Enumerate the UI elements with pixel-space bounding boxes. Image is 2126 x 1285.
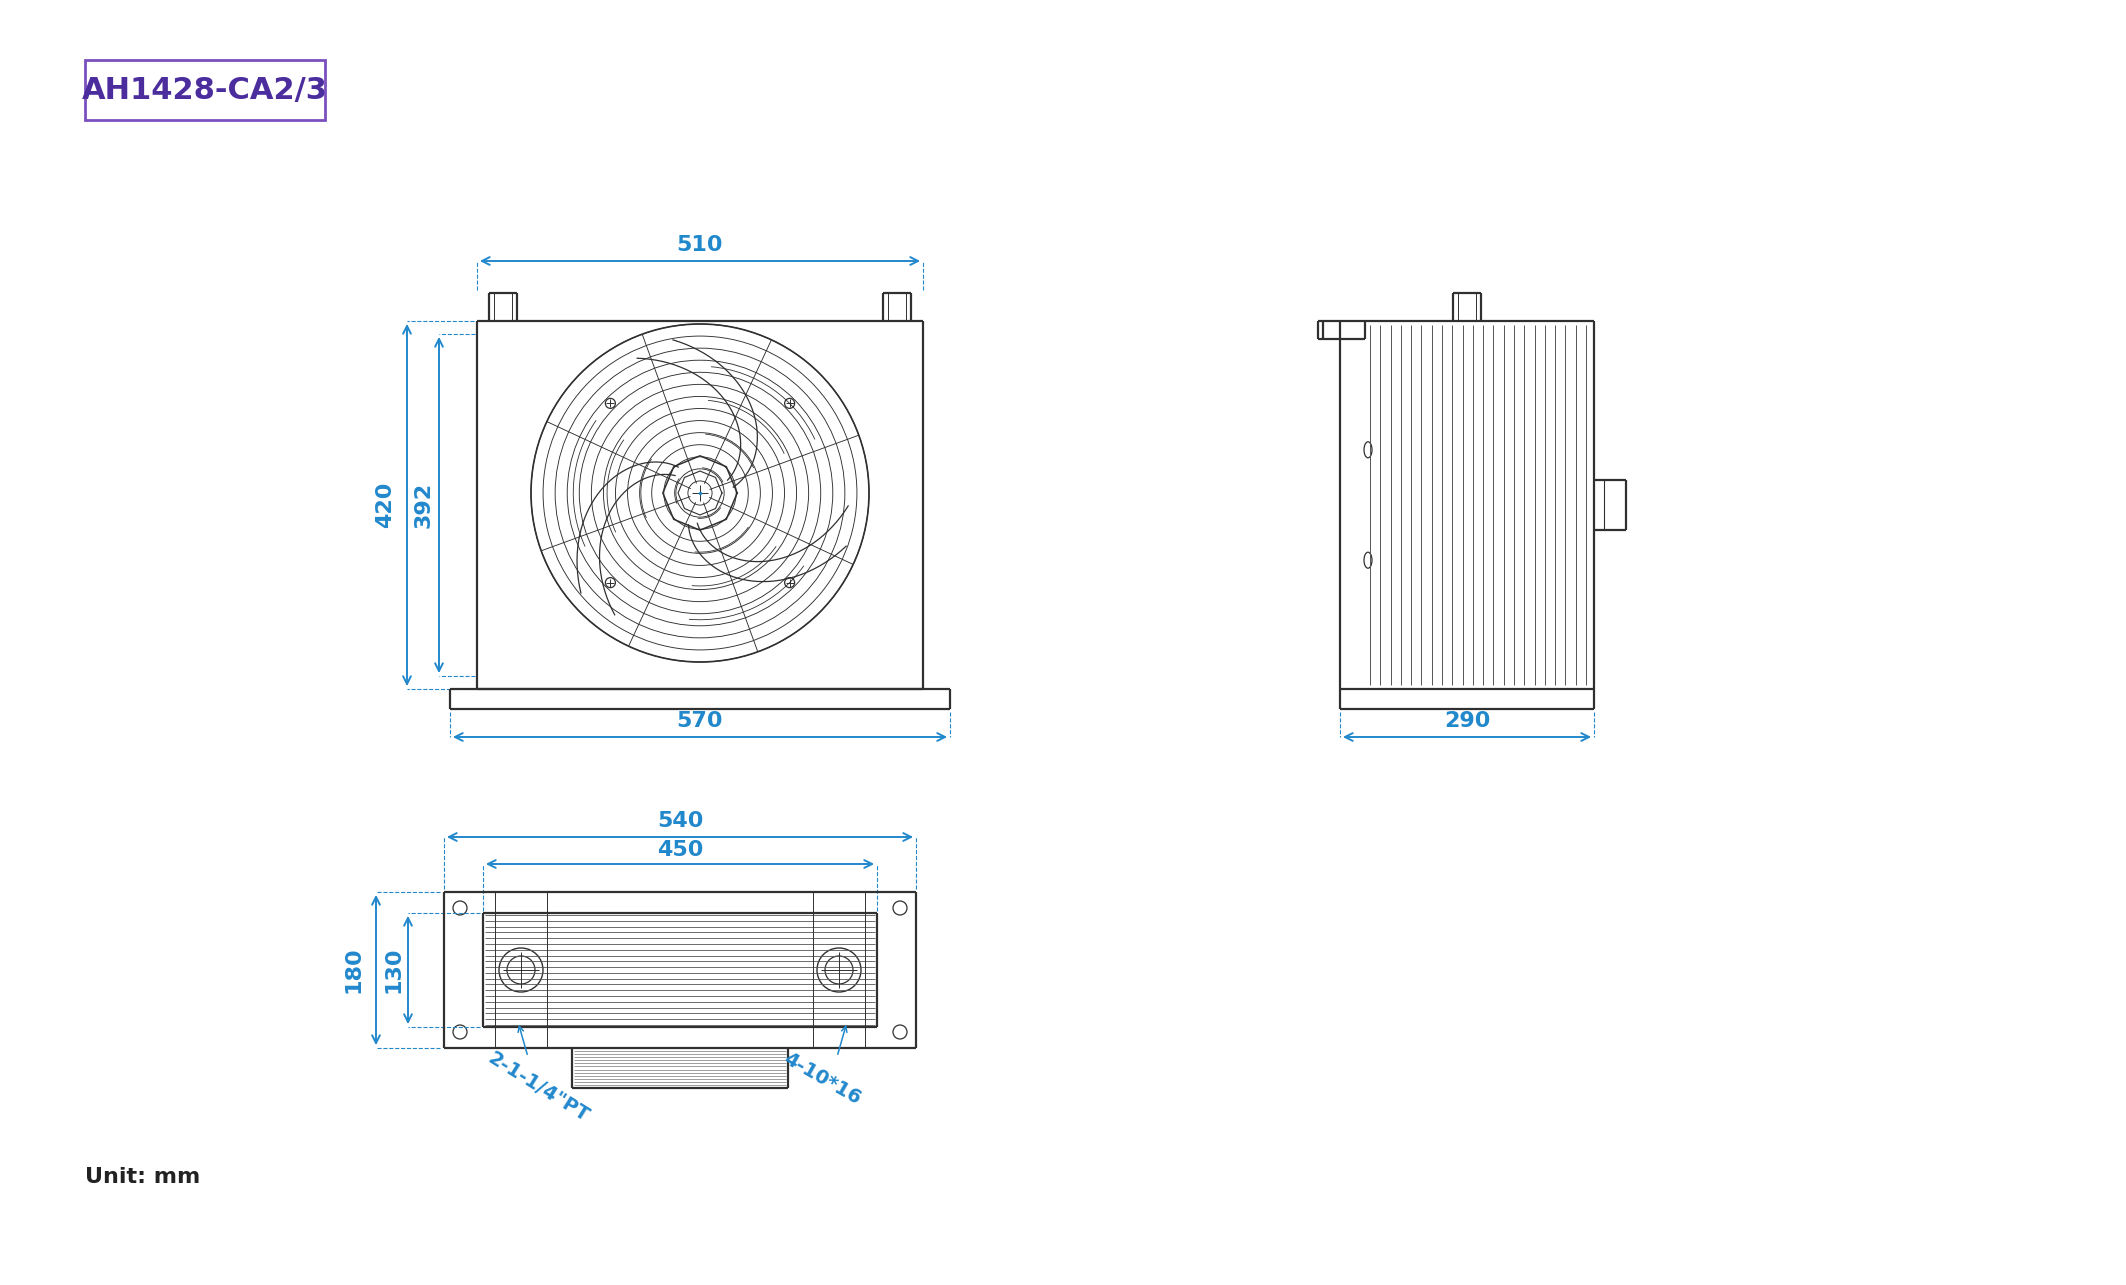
- Text: 290: 290: [1444, 711, 1490, 731]
- Text: 392: 392: [415, 482, 434, 528]
- Text: 180: 180: [344, 947, 364, 993]
- Text: Unit: mm: Unit: mm: [85, 1167, 200, 1187]
- Text: 450: 450: [657, 840, 704, 860]
- Text: 130: 130: [383, 947, 404, 993]
- Text: 4-10*16: 4-10*16: [780, 1049, 863, 1109]
- Text: 420: 420: [374, 482, 395, 528]
- Text: 510: 510: [676, 235, 723, 254]
- FancyBboxPatch shape: [85, 60, 325, 120]
- Text: 540: 540: [657, 811, 704, 831]
- Text: 2-1-1/4"PT: 2-1-1/4"PT: [485, 1049, 591, 1126]
- Text: AH1428-CA2/3: AH1428-CA2/3: [83, 76, 327, 104]
- Text: 570: 570: [676, 711, 723, 731]
